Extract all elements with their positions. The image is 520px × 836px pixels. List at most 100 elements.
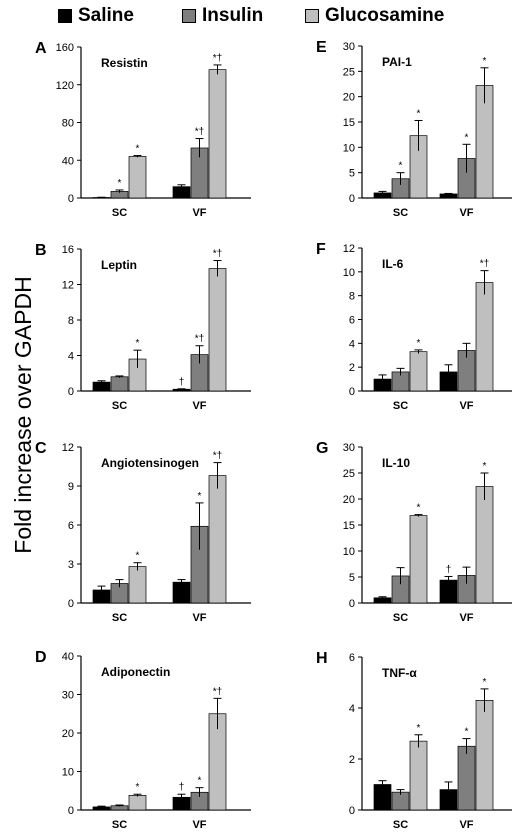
significance-d: * (136, 782, 140, 793)
bar-g-sc-glucosamine (409, 515, 428, 604)
significance-a: *† (195, 127, 204, 138)
category-label-a-vf: VF (192, 207, 206, 219)
panel-letter-g: G (316, 440, 328, 457)
significance-g: † (446, 564, 452, 575)
y-tick-label-e: 15 (343, 117, 355, 129)
significance-d: * (198, 776, 202, 787)
y-tick-label-c: 9 (68, 481, 74, 493)
y-tick-label-g: 30 (343, 442, 355, 454)
panel-letter-h: H (316, 650, 328, 667)
y-tick-label-a: 160 (56, 42, 74, 54)
y-tick-label-f: 6 (349, 315, 355, 327)
y-tick-label-a: 40 (62, 155, 74, 167)
bar-d-sc-glucosamine (128, 795, 147, 811)
legend-item-saline: Saline (58, 3, 134, 29)
category-label-f-sc: SC (393, 400, 408, 412)
y-tick-label-g: 0 (349, 598, 355, 610)
significance-e: * (417, 108, 421, 119)
bar-h-vf-glucosamine (475, 699, 494, 811)
significance-d: *† (213, 686, 222, 697)
y-tick-label-b: 16 (62, 244, 74, 256)
significance-h: * (417, 723, 421, 734)
y-tick-label-b: 0 (68, 386, 74, 398)
bar-h-sc-insulin (391, 791, 410, 811)
significance-b: * (136, 338, 140, 349)
y-tick-label-h: 6 (349, 652, 355, 664)
legend-swatch-saline (58, 9, 72, 23)
y-tick-label-g: 10 (343, 546, 355, 558)
bar-a-vf-glucosamine (208, 69, 227, 199)
significance-f: *† (480, 259, 489, 270)
significance-e: * (465, 132, 469, 143)
y-tick-label-f: 12 (343, 243, 355, 255)
bar-c-vf-saline (172, 581, 191, 604)
bar-f-sc-glucosamine (409, 351, 428, 392)
significance-a: * (118, 178, 122, 189)
bar-b-vf-glucosamine (208, 268, 227, 392)
y-tick-label-g: 15 (343, 520, 355, 532)
y-tick-label-f: 8 (349, 291, 355, 303)
y-tick-label-f: 10 (343, 267, 355, 279)
panel-letter-e: E (316, 39, 327, 56)
panel-title-g: IL-10 (382, 456, 410, 470)
y-tick-label-d: 0 (68, 805, 74, 817)
significance-h: * (483, 677, 487, 688)
significance-a: * (136, 144, 140, 155)
y-tick-label-g: 20 (343, 494, 355, 506)
y-tick-label-e: 25 (343, 66, 355, 78)
y-tick-label-a: 0 (68, 193, 74, 205)
legend-label-saline: Saline (78, 5, 134, 26)
y-tick-label-d: 20 (62, 728, 74, 740)
panel-title-e: PAI-1 (382, 55, 412, 69)
category-label-b-vf: VF (192, 400, 206, 412)
significance-f: * (417, 338, 421, 349)
category-label-g-vf: VF (459, 612, 473, 624)
panel-title-b: Leptin (101, 258, 137, 272)
legend-swatch-glucosamine (305, 9, 319, 23)
y-tick-label-c: 6 (68, 520, 74, 532)
category-label-h-vf: VF (459, 819, 473, 831)
bar-e-vf-saline (439, 193, 458, 199)
legend-swatch-insulin (182, 9, 196, 23)
significance-b: *† (213, 249, 222, 260)
y-tick-label-e: 0 (349, 193, 355, 205)
significance-c: * (198, 491, 202, 502)
y-tick-label-c: 3 (68, 559, 74, 571)
y-tick-label-d: 40 (62, 651, 74, 663)
panel-title-f: IL-6 (382, 257, 404, 271)
category-label-d-sc: SC (112, 819, 127, 831)
panel-title-c: Angiotensinogen (101, 456, 199, 470)
panel-letter-c: C (35, 440, 47, 457)
y-tick-label-d: 30 (62, 690, 74, 702)
category-label-c-vf: VF (192, 612, 206, 624)
y-tick-label-h: 4 (349, 703, 355, 715)
panel-letter-a: A (35, 40, 47, 57)
y-tick-label-d: 10 (62, 767, 74, 779)
category-label-a-sc: SC (112, 207, 127, 219)
legend-item-glucosamine: Glucosamine (305, 3, 444, 29)
y-tick-label-e: 10 (343, 142, 355, 154)
y-tick-label-f: 0 (349, 386, 355, 398)
y-tick-label-f: 2 (349, 362, 355, 374)
y-tick-label-b: 12 (62, 280, 74, 292)
legend-label-insulin: Insulin (202, 5, 264, 26)
panel-letter-f: F (316, 241, 326, 258)
significance-c: *† (213, 451, 222, 462)
category-label-f-vf: VF (459, 400, 473, 412)
y-tick-label-h: 0 (349, 805, 355, 817)
panel-letter-d: D (35, 649, 47, 666)
y-tick-label-h: 2 (349, 754, 355, 766)
significance-g: * (417, 503, 421, 514)
significance-c: * (136, 551, 140, 562)
category-label-e-vf: VF (459, 207, 473, 219)
significance-g: * (483, 461, 487, 472)
y-tick-label-c: 12 (62, 442, 74, 454)
panel-title-d: Adiponectin (101, 665, 170, 679)
category-label-h-sc: SC (393, 819, 408, 831)
legend: Saline Insulin Glucosamine (0, 0, 520, 34)
legend-label-glucosamine: Glucosamine (325, 5, 445, 26)
bar-a-sc-glucosamine (128, 156, 147, 199)
y-tick-label-g: 25 (343, 468, 355, 480)
significance-h: * (465, 727, 469, 738)
